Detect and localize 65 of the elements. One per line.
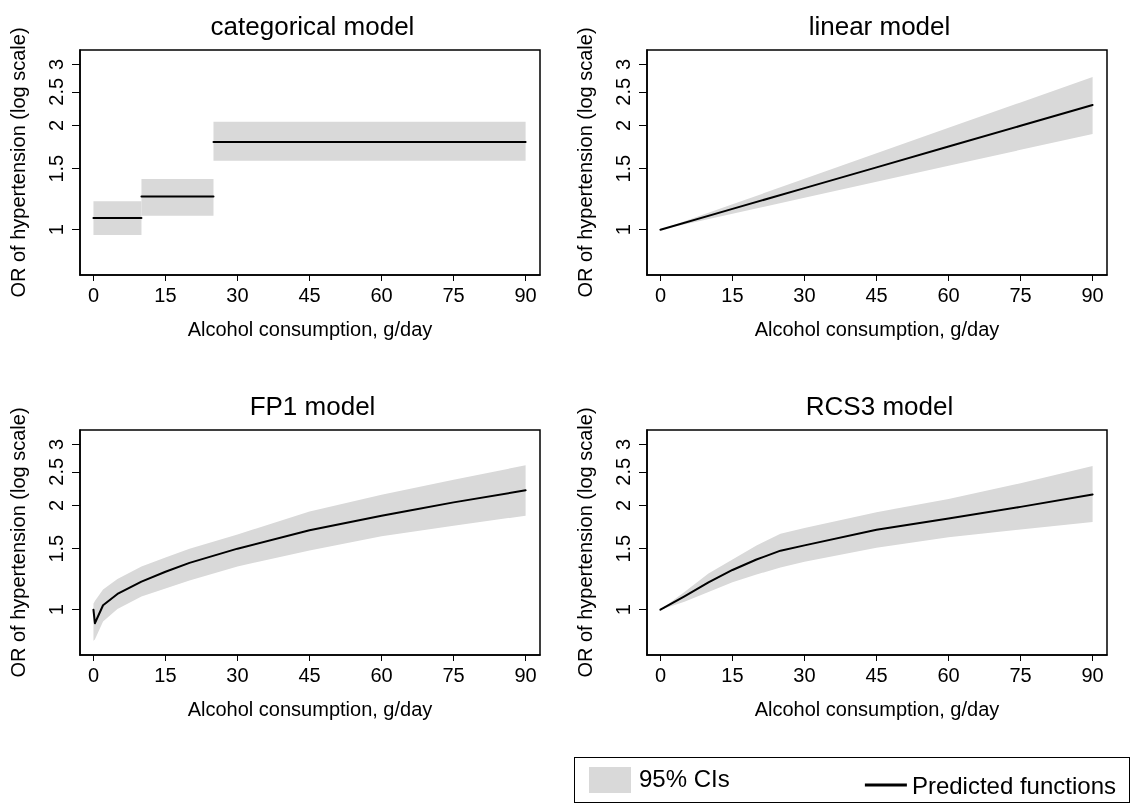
y-tick-label: 3 (612, 58, 634, 70)
line-series (659, 493, 1094, 611)
x-tick-label: 75 (1009, 284, 1032, 306)
x-axis-title: Alcohol consumption, g/day (187, 318, 433, 340)
x-tick-label: 15 (721, 664, 744, 686)
x-tick-label: 0 (87, 664, 100, 686)
x-tick-label: 15 (721, 284, 744, 306)
y-tick-label: 1 (612, 604, 634, 616)
x-tick-label: 90 (1081, 284, 1104, 306)
x-tick-label: 0 (654, 664, 667, 686)
y-tick-label: 1 (45, 224, 67, 236)
chart-title: RCS3 model (805, 391, 954, 421)
x-tick-label: 30 (793, 664, 816, 686)
x-tick-label: 45 (865, 284, 888, 306)
x-tick-label: 75 (442, 284, 465, 306)
chart-title: linear model (808, 11, 951, 41)
y-tick-label: 2 (45, 119, 67, 131)
x-axis-title: Alcohol consumption, g/day (187, 698, 433, 720)
y-tick-label: 1 (45, 604, 67, 616)
chart-title: categorical model (210, 11, 415, 41)
x-tick-label: 45 (865, 664, 888, 686)
x-tick-label: 0 (87, 284, 100, 306)
y-tick-label: 1.5 (612, 534, 634, 563)
y-tick-label: 3 (45, 58, 67, 70)
x-tick-label: 45 (298, 664, 321, 686)
x-tick-label: 90 (514, 284, 537, 306)
chart-title: FP1 model (249, 391, 376, 421)
x-tick-label: 45 (298, 284, 321, 306)
x-tick-label: 90 (514, 664, 537, 686)
x-tick-label: 30 (226, 664, 249, 686)
y-tick-label: 1 (612, 224, 634, 236)
y-axis-title: OR of hypertension (log scale) (574, 407, 596, 678)
y-tick-label: 2.5 (45, 77, 67, 106)
y-tick-label: 2 (45, 499, 67, 511)
x-tick-label: 60 (937, 284, 960, 306)
x-tick-label: 60 (370, 284, 393, 306)
y-tick-label: 2 (612, 119, 634, 131)
text: 95% CIs (639, 765, 730, 793)
y-tick-label: 2.5 (45, 457, 67, 486)
y-axis-title: OR of hypertension (log scale) (574, 27, 596, 298)
x-tick-label: 30 (226, 284, 249, 306)
y-tick-label: 3 (612, 438, 634, 450)
y-axis-title: OR of hypertension (log scale) (7, 407, 29, 678)
y-tick-label: 2.5 (612, 457, 634, 486)
line-series (659, 103, 1094, 231)
y-tick-label: 2 (612, 499, 634, 511)
x-tick-label: 60 (370, 664, 393, 686)
x-tick-label: 75 (1009, 664, 1032, 686)
x-tick-label: 15 (154, 284, 177, 306)
x-tick-label: 0 (654, 284, 667, 306)
y-tick-label: 1.5 (612, 154, 634, 183)
x-tick-label: 30 (793, 284, 816, 306)
x-tick-label: 90 (1081, 664, 1104, 686)
y-tick-label: 1.5 (45, 154, 67, 183)
y-tick-label: 2.5 (612, 77, 634, 106)
y-tick-label: 1.5 (45, 534, 67, 563)
y-axis-title: OR of hypertension (log scale) (7, 27, 29, 298)
x-axis-title: Alcohol consumption, g/day (754, 698, 1000, 720)
x-tick-label: 75 (442, 664, 465, 686)
y-tick-label: 3 (45, 438, 67, 450)
legend-label: Predicted functions (911, 771, 1117, 799)
x-axis-title: Alcohol consumption, g/day (754, 318, 1000, 340)
x-tick-label: 60 (937, 664, 960, 686)
line-series (92, 489, 527, 625)
x-tick-label: 15 (154, 664, 177, 686)
